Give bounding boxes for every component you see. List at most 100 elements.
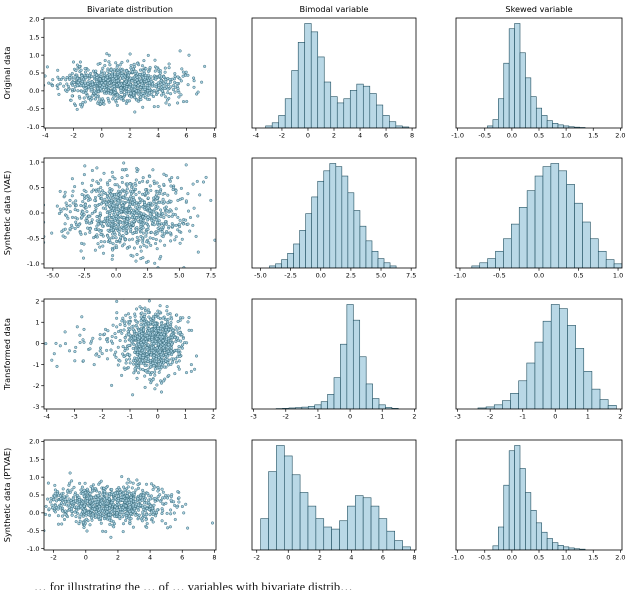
scatter-point xyxy=(176,228,180,232)
hist-bar xyxy=(566,184,575,268)
scatter-point xyxy=(120,331,124,335)
scatter-point xyxy=(70,501,74,505)
scatter-point xyxy=(149,230,153,234)
scatter-point xyxy=(125,191,129,195)
scatter-point xyxy=(144,369,148,373)
hist-bar xyxy=(514,23,521,128)
scatter-point xyxy=(82,504,86,508)
scatter-point xyxy=(160,89,164,93)
scatter-point xyxy=(192,85,196,89)
x-tick-label: -0.5 xyxy=(478,132,491,140)
scatter-point xyxy=(99,72,103,76)
scatter-point xyxy=(162,379,166,383)
scatter-point xyxy=(158,71,163,75)
scatter-point xyxy=(159,499,163,503)
scatter-point xyxy=(134,502,138,506)
scatter-point xyxy=(177,222,181,226)
x-tick-label: 1.5 xyxy=(588,132,598,140)
scatter-point xyxy=(133,329,137,333)
scatter-point xyxy=(90,218,94,222)
scatter-point xyxy=(136,497,140,501)
scatter-point xyxy=(108,84,112,88)
scatter-point xyxy=(57,211,61,216)
scatter-point xyxy=(96,87,100,91)
scatter-point xyxy=(65,75,69,80)
scatter-point xyxy=(111,341,115,345)
scatter-point xyxy=(44,504,48,508)
scatter-point xyxy=(156,81,160,85)
hist-bar xyxy=(378,518,388,550)
scatter-point xyxy=(81,210,85,214)
hist-bar xyxy=(365,240,373,268)
scatter-point xyxy=(125,347,130,351)
scatter-point xyxy=(173,72,177,76)
scatter-point xyxy=(174,207,178,211)
scatter-point xyxy=(86,85,91,89)
scatter-point xyxy=(101,76,105,80)
scatter-point xyxy=(145,522,149,526)
scatter-point xyxy=(96,242,100,246)
scatter-point xyxy=(168,179,172,183)
scatter-point xyxy=(87,204,92,208)
scatter-point xyxy=(81,90,85,94)
scatter-point xyxy=(158,74,162,78)
scatter-point xyxy=(140,192,145,196)
scatter-point xyxy=(103,514,107,518)
scatter-point xyxy=(181,222,186,226)
scatter-point xyxy=(154,312,158,316)
scatter-point xyxy=(181,336,185,340)
scatter-point xyxy=(186,192,190,196)
scatter-point xyxy=(173,372,177,376)
scatter-point xyxy=(184,73,188,77)
scatter-point xyxy=(133,181,137,186)
scatter-point xyxy=(93,515,97,520)
scatter-point xyxy=(88,347,92,351)
scatter-point xyxy=(82,488,86,492)
hist-bar xyxy=(518,380,528,409)
hist-bar xyxy=(613,263,622,268)
scatter-point xyxy=(107,190,111,194)
hist-bar xyxy=(307,505,317,550)
scatter-point xyxy=(153,58,157,62)
scatter-point xyxy=(154,340,158,344)
scatter-point xyxy=(15,68,18,71)
scatter-point xyxy=(122,161,126,165)
scatter-point xyxy=(128,480,132,484)
scatter-point xyxy=(100,352,104,356)
scatter-point xyxy=(144,357,148,361)
scatter-point xyxy=(122,491,126,495)
scatter-point xyxy=(186,83,190,87)
x-tick-label: 1.0 xyxy=(561,132,571,140)
x-tick-label: 8 xyxy=(410,132,414,140)
scatter-point xyxy=(169,92,173,96)
scatter-point xyxy=(143,374,147,378)
scatter-point xyxy=(131,393,135,397)
scatter-point xyxy=(134,82,138,86)
scatter-point xyxy=(161,502,165,506)
scatter-point xyxy=(135,75,139,79)
hist-bar xyxy=(323,526,332,550)
scatter-point xyxy=(94,69,98,73)
scatter-point xyxy=(154,514,158,518)
hist-bar xyxy=(518,207,528,268)
hist-bar xyxy=(498,526,505,550)
scatter-point xyxy=(88,504,92,508)
scatter-point xyxy=(51,78,55,82)
scatter-point xyxy=(96,497,100,501)
scatter-point xyxy=(161,490,165,494)
scatter-point xyxy=(137,348,142,352)
scatter-point xyxy=(180,346,184,350)
scatter-point xyxy=(166,82,171,86)
scatter-point xyxy=(37,501,40,504)
x-tick-label: 5.0 xyxy=(174,272,184,280)
scatter-point xyxy=(116,494,120,498)
scatter-point xyxy=(164,222,169,226)
scatter-point xyxy=(46,497,50,501)
scatter-point xyxy=(82,525,86,530)
scatter-point xyxy=(189,369,193,373)
scatter-point xyxy=(146,179,150,183)
scatter-point xyxy=(176,75,180,79)
scatter-point xyxy=(114,244,118,248)
scatter-point xyxy=(161,197,165,201)
scatter-point xyxy=(83,232,87,236)
